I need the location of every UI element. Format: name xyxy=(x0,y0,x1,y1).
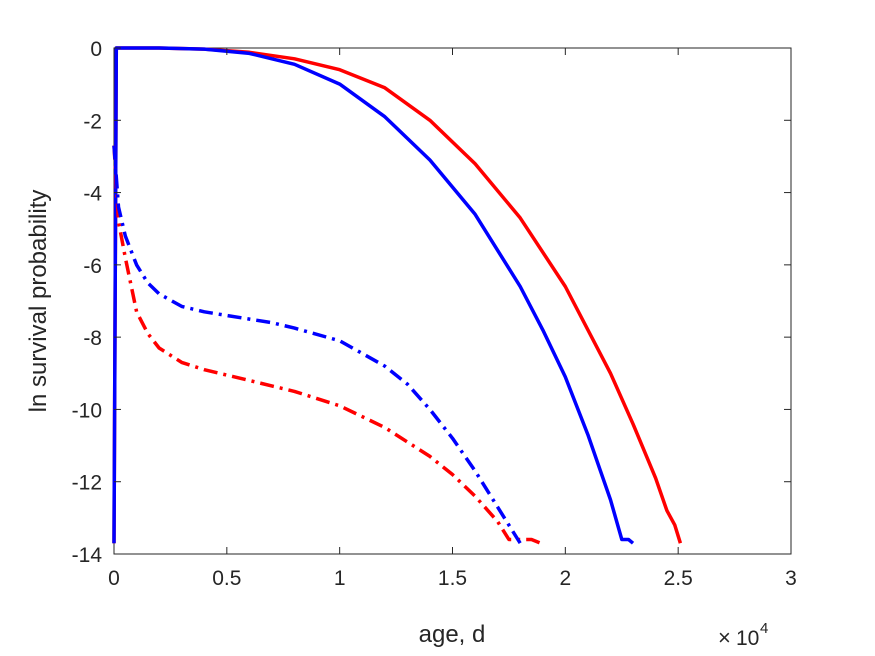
y-tick-label: -2 xyxy=(83,110,102,133)
x-axis-label: age, d xyxy=(419,621,486,648)
axes-box xyxy=(113,47,792,555)
x-tick-label: 1 xyxy=(334,567,346,590)
x-multiplier: × 10 4 xyxy=(718,620,768,650)
x-multiplier-exponent: 4 xyxy=(760,620,768,637)
y-tick-label: -8 xyxy=(83,327,102,350)
series-line-4 xyxy=(112,145,522,545)
y-tick-label: -12 xyxy=(72,472,102,495)
x-tick-label: 2.5 xyxy=(664,567,693,590)
x-tick-label: 1.5 xyxy=(438,567,467,590)
y-tick-label: -4 xyxy=(83,183,102,206)
series-line-3 xyxy=(112,145,542,545)
y-tick-label: 0 xyxy=(90,38,102,61)
y-axis-label: ln survival probability xyxy=(25,190,52,413)
x-multiplier-times: × xyxy=(718,625,731,650)
x-multiplier-base: 10 xyxy=(736,627,759,650)
y-tick-label: -6 xyxy=(83,255,102,278)
plot-area: 0 0.5 1 1.5 2 2.5 3 0 -2 -4 -6 -8 -10 -12 -14 xyxy=(72,38,797,590)
series-layer xyxy=(112,46,683,545)
x-ticks: 0 0.5 1 1.5 2 2.5 3 xyxy=(108,48,797,590)
x-tick-label: 0 xyxy=(108,567,120,590)
y-ticks: 0 -2 -4 -6 -8 -10 -12 -14 xyxy=(72,38,791,567)
y-tick-label: -10 xyxy=(72,399,102,422)
series-line-2 xyxy=(112,46,635,545)
y-tick-label: -14 xyxy=(72,544,103,567)
x-tick-label: 3 xyxy=(785,567,797,590)
x-tick-label: 2 xyxy=(559,567,571,590)
x-tick-label: 0.5 xyxy=(212,567,241,590)
